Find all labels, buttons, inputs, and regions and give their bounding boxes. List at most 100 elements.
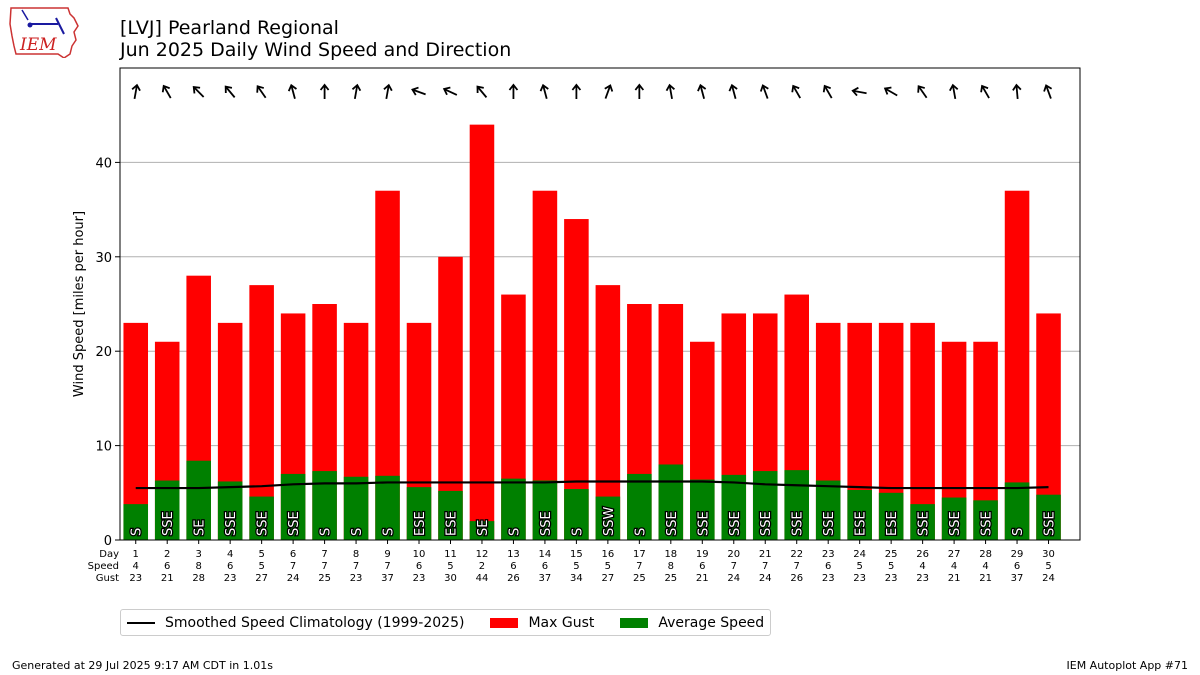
x-tick-label: 7: [321, 549, 327, 560]
x-tick-label: 9: [384, 549, 390, 560]
row-label: Speed: [88, 561, 119, 572]
wind-direction-arrow: [791, 84, 802, 99]
x-tick-label: 6: [542, 561, 548, 572]
y-axis-label: Wind Speed [miles per hour]: [72, 211, 87, 397]
x-tick-label: 37: [1011, 573, 1024, 584]
x-tick-label: 6: [416, 561, 422, 572]
direction-label: S: [507, 528, 522, 536]
direction-label: SSE: [539, 511, 554, 536]
direction-label: SSE: [822, 511, 837, 536]
y-tick-label: 10: [95, 440, 112, 455]
x-tick-label: 22: [790, 549, 803, 560]
x-tick-label: 8: [196, 561, 202, 572]
x-tick-label: 25: [885, 549, 898, 560]
max-gust-bar: [910, 322, 935, 540]
direction-label: SSE: [256, 511, 271, 536]
avg-speed-bar: [690, 479, 715, 540]
wind-direction-arrow: [351, 83, 362, 100]
wind-direction-arrow: [634, 83, 645, 99]
x-tick-label: 8: [668, 561, 674, 572]
x-tick-label: 24: [1042, 573, 1055, 584]
x-tick-label: 8: [353, 549, 359, 560]
avg-speed-bar: [784, 470, 809, 540]
avg-speed-bar: [438, 490, 463, 540]
x-tick-label: 1: [133, 549, 139, 560]
direction-label: SSE: [224, 511, 239, 536]
x-tick-label: 5: [1045, 561, 1051, 572]
direction-label: S: [633, 528, 648, 536]
x-tick-label: 6: [1014, 561, 1020, 572]
avg-speed-bar: [627, 473, 652, 540]
max-gust-bar: [469, 124, 495, 540]
direction-label: S: [570, 528, 585, 536]
x-tick-label: 20: [727, 549, 740, 560]
max-gust-bar: [1004, 190, 1030, 540]
x-tick-label: 19: [696, 549, 709, 560]
legend-item-avg-speed: Average Speed: [620, 615, 764, 631]
x-tick-label: 37: [539, 573, 552, 584]
x-tick-label: 26: [916, 549, 929, 560]
wind-direction-arrow: [851, 86, 867, 97]
x-tick-label: 28: [979, 549, 992, 560]
avg-speed-bar: [595, 496, 621, 540]
wind-direction-arrow: [256, 85, 267, 99]
app-label: IEM Autoplot App #71: [1066, 659, 1189, 672]
x-tick-label: 7: [636, 561, 642, 572]
x-tick-label: 24: [727, 573, 740, 584]
x-tick-label: 21: [948, 573, 961, 584]
avg-speed-bar: [1036, 494, 1061, 540]
x-tick-label: 23: [916, 573, 929, 584]
avg-speed-bar: [469, 521, 495, 540]
x-tick-label: 25: [664, 573, 677, 584]
x-tick-label: 23: [413, 573, 426, 584]
wind-direction-arrow: [411, 86, 426, 96]
legend-swatch-max-gust: [490, 617, 519, 628]
x-tick-label: 26: [790, 573, 803, 584]
wind-direction-arrow: [539, 83, 549, 99]
max-gust-bar: [123, 322, 149, 540]
x-tick-label: 23: [822, 573, 835, 584]
y-tick-label: 20: [95, 345, 112, 360]
climatology-polyline: [135, 480, 1049, 490]
direction-label: SSE: [948, 511, 963, 536]
wind-direction-arrow: [883, 86, 898, 97]
x-tick-label: 7: [384, 561, 390, 572]
direction-label: SSE: [1043, 511, 1058, 536]
x-tick-label: 21: [759, 549, 772, 560]
x-tick-label: 5: [605, 561, 611, 572]
x-tick-label: 27: [255, 573, 268, 584]
wind-direction-arrow: [224, 85, 236, 98]
avg-speed-bar: [847, 489, 872, 540]
max-gust-bar: [564, 219, 589, 541]
wind-direction-arrow: [917, 85, 928, 99]
x-tick-label: 24: [287, 573, 300, 584]
x-tick-label: 10: [413, 549, 426, 560]
legend-label-max-gust: Max Gust: [528, 614, 595, 631]
climatology-line: [135, 480, 1049, 490]
x-tick-label: 6: [227, 561, 233, 572]
x-tick-label: 21: [979, 573, 992, 584]
x-tick-label: 23: [822, 549, 835, 560]
wind-direction-arrow: [287, 83, 297, 99]
svg-text:IEM: IEM: [19, 35, 57, 55]
legend-label-avg-speed: Average Speed: [658, 614, 765, 631]
x-tick-label: 29: [1011, 549, 1024, 560]
x-tick-label: 14: [539, 549, 552, 560]
legend-swatch-climatology: [127, 621, 155, 624]
x-tick-label: 21: [161, 573, 174, 584]
x-tick-label: 13: [507, 549, 520, 560]
y-tick-label: 40: [95, 156, 112, 171]
x-tick-label: 25: [318, 573, 331, 584]
x-tick-label: 23: [853, 573, 866, 584]
x-tick-label: 6: [164, 561, 170, 572]
direction-label: SSE: [665, 511, 680, 536]
wind-direction-arrow: [665, 83, 676, 100]
x-tick-label: 44: [476, 573, 489, 584]
x-tick-label: 25: [633, 573, 646, 584]
iem-logo: IEM: [9, 7, 79, 58]
x-tick-label: 7: [321, 561, 327, 572]
direction-label: S: [382, 528, 397, 536]
direction-label: S: [130, 528, 145, 536]
x-tick-label: 30: [444, 573, 457, 584]
x-tick-label: 11: [444, 549, 457, 560]
